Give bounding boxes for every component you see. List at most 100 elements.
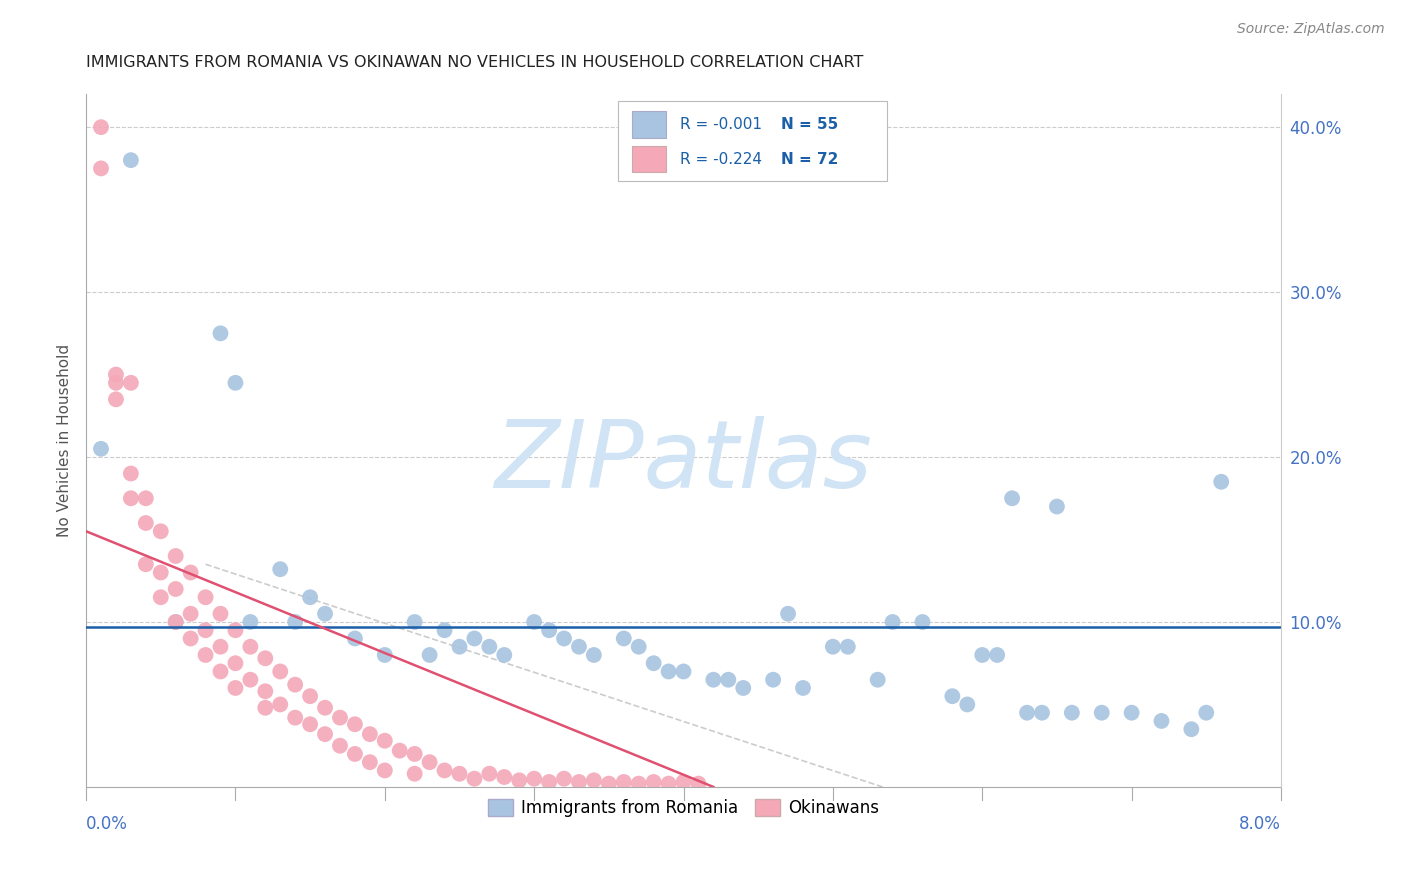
- Text: IMMIGRANTS FROM ROMANIA VS OKINAWAN NO VEHICLES IN HOUSEHOLD CORRELATION CHART: IMMIGRANTS FROM ROMANIA VS OKINAWAN NO V…: [86, 55, 863, 70]
- Point: [254, 651, 277, 665]
- Point: [269, 665, 291, 679]
- Text: ZIPatlas: ZIPatlas: [495, 416, 873, 507]
- Point: [778, 607, 800, 621]
- Y-axis label: No Vehicles in Household: No Vehicles in Household: [58, 344, 72, 537]
- Point: [194, 591, 217, 605]
- Point: [209, 607, 232, 621]
- Point: [135, 516, 157, 530]
- Point: [269, 698, 291, 712]
- Legend: Immigrants from Romania, Okinawans: Immigrants from Romania, Okinawans: [481, 792, 886, 823]
- Point: [224, 624, 246, 638]
- Point: [194, 648, 217, 662]
- Point: [120, 153, 142, 168]
- Point: [538, 624, 561, 638]
- Point: [149, 524, 172, 539]
- Point: [180, 632, 202, 646]
- Point: [672, 665, 695, 679]
- Point: [209, 665, 232, 679]
- Point: [165, 615, 187, 629]
- Point: [582, 648, 605, 662]
- Point: [627, 640, 650, 654]
- Point: [1031, 706, 1053, 720]
- Point: [254, 700, 277, 714]
- Point: [180, 607, 202, 621]
- Point: [104, 376, 127, 390]
- Point: [1121, 706, 1143, 720]
- Point: [239, 640, 262, 654]
- Point: [343, 632, 366, 646]
- Point: [553, 632, 575, 646]
- Point: [194, 624, 217, 638]
- Point: [866, 673, 889, 687]
- Point: [478, 766, 501, 780]
- Point: [343, 717, 366, 731]
- Point: [209, 326, 232, 341]
- Point: [733, 681, 755, 695]
- Text: R = -0.224: R = -0.224: [681, 152, 762, 167]
- FancyBboxPatch shape: [633, 112, 665, 138]
- Point: [463, 772, 485, 786]
- Point: [837, 640, 859, 654]
- Point: [404, 615, 426, 629]
- Point: [553, 772, 575, 786]
- Point: [792, 681, 814, 695]
- Point: [299, 690, 322, 704]
- Point: [284, 678, 307, 692]
- Point: [1195, 706, 1218, 720]
- Point: [254, 684, 277, 698]
- Point: [627, 777, 650, 791]
- Point: [90, 161, 112, 176]
- Point: [523, 772, 546, 786]
- Point: [688, 777, 710, 791]
- Point: [643, 775, 665, 789]
- Point: [269, 562, 291, 576]
- Point: [90, 442, 112, 456]
- Point: [209, 640, 232, 654]
- Point: [224, 376, 246, 390]
- Point: [508, 773, 530, 788]
- Text: 0.0%: 0.0%: [86, 814, 128, 832]
- Text: 8.0%: 8.0%: [1239, 814, 1281, 832]
- Point: [104, 392, 127, 407]
- Point: [1180, 722, 1202, 736]
- Point: [135, 491, 157, 506]
- Point: [329, 739, 352, 753]
- Point: [1091, 706, 1114, 720]
- Point: [135, 558, 157, 572]
- Point: [165, 615, 187, 629]
- Point: [419, 648, 441, 662]
- Text: N = 55: N = 55: [782, 117, 839, 132]
- Point: [433, 624, 456, 638]
- Point: [658, 777, 681, 791]
- Point: [374, 648, 396, 662]
- Point: [343, 747, 366, 761]
- Point: [972, 648, 994, 662]
- Point: [149, 566, 172, 580]
- Point: [643, 657, 665, 671]
- Point: [956, 698, 979, 712]
- Point: [149, 591, 172, 605]
- Point: [717, 673, 740, 687]
- Point: [568, 640, 591, 654]
- Point: [494, 648, 516, 662]
- Point: [941, 690, 963, 704]
- Point: [314, 607, 336, 621]
- Point: [180, 566, 202, 580]
- Point: [1001, 491, 1024, 506]
- Text: N = 72: N = 72: [782, 152, 839, 167]
- Point: [90, 120, 112, 135]
- Point: [359, 755, 381, 769]
- Point: [419, 755, 441, 769]
- Point: [120, 491, 142, 506]
- Point: [314, 727, 336, 741]
- Text: R = -0.001: R = -0.001: [681, 117, 762, 132]
- Point: [478, 640, 501, 654]
- Point: [299, 591, 322, 605]
- Point: [568, 775, 591, 789]
- Point: [1015, 706, 1038, 720]
- Point: [598, 777, 620, 791]
- Point: [374, 764, 396, 778]
- Point: [1211, 475, 1233, 489]
- Text: Source: ZipAtlas.com: Source: ZipAtlas.com: [1237, 22, 1385, 37]
- Point: [672, 775, 695, 789]
